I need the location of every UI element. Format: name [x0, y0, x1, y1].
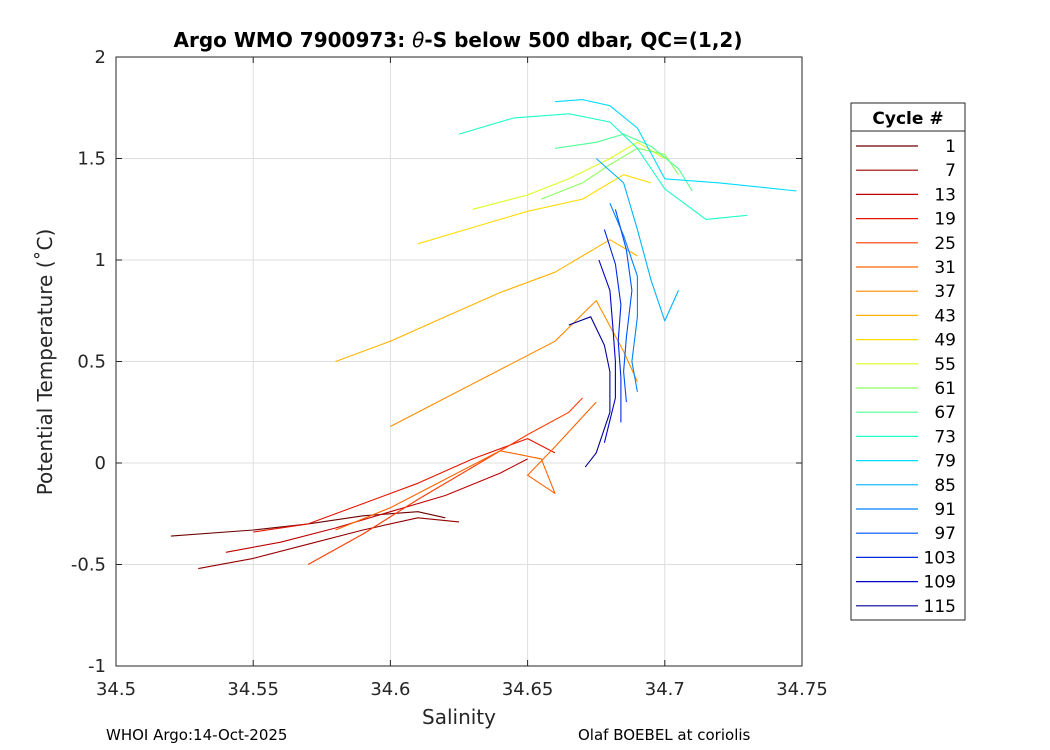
series-cycle-79 [554, 99, 797, 192]
title-prefix: Argo WMO 7900973: [174, 28, 413, 52]
legend-label-97: 97 [934, 524, 956, 544]
y-tick-label: 0.5 [77, 352, 106, 373]
series-layer [170, 99, 797, 570]
series-cycle-49 [417, 174, 652, 245]
x-tick-label: 34.75 [776, 679, 828, 700]
series-cycle-13 [225, 458, 528, 553]
y-tick-label: 1 [95, 250, 106, 271]
series-cycle-73 [458, 113, 748, 220]
legend-label-85: 85 [934, 476, 956, 496]
series-cycle-31 [335, 401, 597, 531]
legend-label-73: 73 [934, 427, 956, 447]
legend-label-25: 25 [934, 234, 956, 254]
legend-entries: 1 7 13 19 25 31 37 43 49 55 61 67 73 79 85 91 97 103 109 11… [856, 137, 956, 617]
series-cycle-109 [598, 259, 616, 443]
legend-label-37: 37 [934, 282, 956, 302]
series-cycle-97 [614, 209, 633, 403]
x-tick-label: 34.55 [227, 679, 279, 700]
legend-label-43: 43 [934, 306, 956, 326]
legend-label-55: 55 [934, 355, 956, 375]
series-cycle-19 [253, 438, 556, 533]
series-cycle-61 [541, 147, 679, 200]
legend: Cycle # 1 7 13 19 25 31 37 43 49 55 61 67 73 79 85 91 97… [850, 102, 966, 621]
title-theta-symbol: θ [412, 28, 424, 52]
legend-label-79: 79 [934, 452, 956, 472]
grid-lines [116, 57, 802, 666]
series-cycle-25 [307, 397, 583, 565]
legend-label-67: 67 [934, 403, 956, 423]
x-tick-label: 34.7 [645, 679, 685, 700]
series-cycle-37 [390, 300, 638, 427]
footer-right: Olaf BOEBEL at coriolis [578, 726, 751, 744]
y-tick-label: 2 [95, 47, 106, 68]
series-cycle-115 [568, 316, 611, 468]
series-cycle-85 [595, 158, 680, 322]
legend-label-13: 13 [934, 185, 956, 205]
y-tick-label: 1.5 [77, 149, 106, 170]
series-cycle-1 [170, 511, 446, 537]
legend-label-1: 1 [945, 137, 956, 157]
x-tick-label: 34.65 [502, 679, 554, 700]
series-cycle-67 [554, 133, 693, 192]
legend-label-103: 103 [924, 548, 956, 568]
y-axis-label: Potential Temperature (˚C) [33, 229, 57, 496]
legend-label-31: 31 [934, 258, 956, 278]
y-tick-label: 0 [95, 453, 106, 474]
series-cycle-7 [198, 517, 460, 570]
legend-label-7: 7 [945, 161, 956, 181]
y-tick-label: -1 [88, 656, 106, 677]
legend-label-109: 109 [924, 573, 956, 593]
title-suffix: -S below 500 dbar, QC=(1,2) [424, 28, 742, 52]
chart-title: Argo WMO 7900973: θ-S below 500 dbar, QC… [174, 28, 743, 52]
series-cycle-55 [472, 141, 666, 210]
legend-box [850, 102, 966, 621]
series-cycle-43 [335, 239, 638, 363]
legend-label-19: 19 [934, 210, 956, 230]
legend-title: Cycle # [872, 109, 943, 129]
series-cycle-91 [609, 202, 638, 392]
series-cycle-103 [603, 229, 622, 423]
x-tick-label: 34.5 [96, 679, 136, 700]
x-axis-ticks: 34.5 34.55 34.6 34.65 34.7 34.75 [96, 57, 828, 700]
y-axis-ticks: 2 1.5 1 0.5 0 -0.5 -1 [71, 47, 802, 677]
x-axis-label: Salinity [422, 705, 496, 729]
footer-left: WHOI Argo:14-Oct-2025 [106, 726, 287, 744]
y-tick-label: -0.5 [71, 555, 106, 576]
legend-label-49: 49 [934, 331, 956, 351]
legend-label-61: 61 [934, 379, 956, 399]
x-tick-label: 34.6 [370, 679, 410, 700]
legend-label-91: 91 [934, 500, 956, 520]
legend-label-115: 115 [924, 597, 956, 617]
